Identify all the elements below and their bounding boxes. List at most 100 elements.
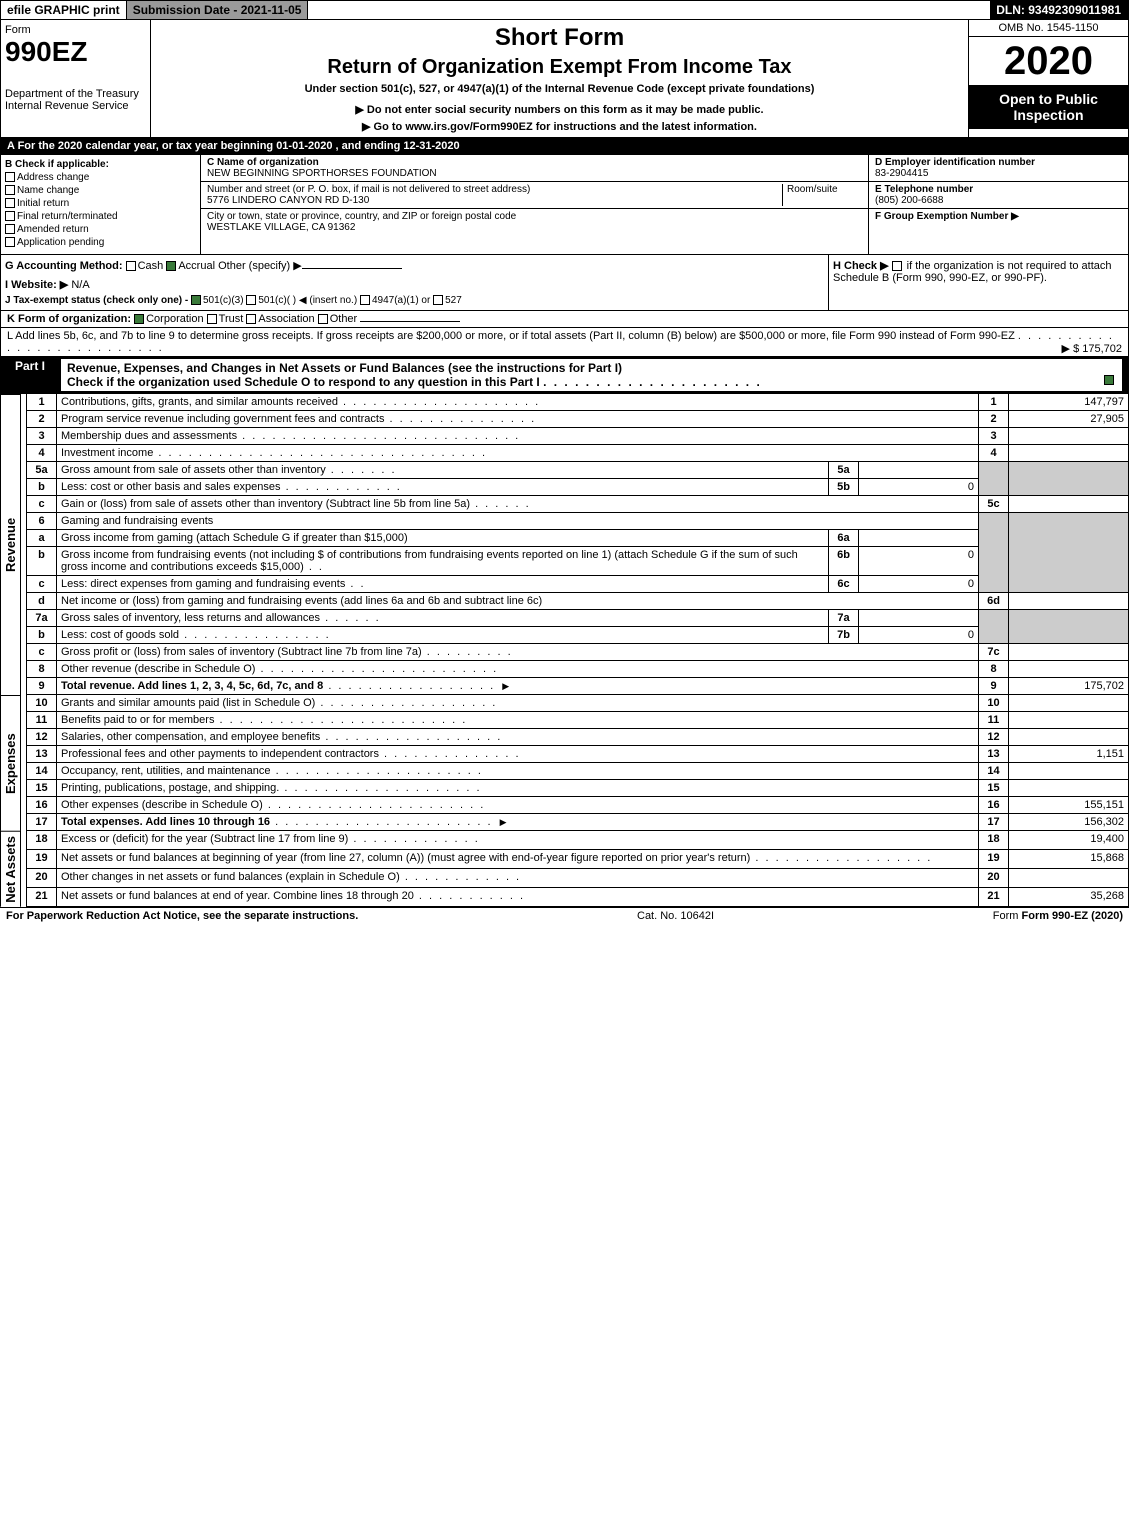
info-block: B Check if applicable: Address change Na… (0, 155, 1129, 255)
form-header: Form 990EZ Department of the Treasury In… (0, 20, 1129, 138)
line-5c: cGain or (loss) from sale of assets othe… (27, 496, 1129, 513)
accounting-website: G Accounting Method: Cash Accrual Other … (1, 255, 828, 310)
line-17: 17Total expenses. Add lines 10 through 1… (27, 814, 1129, 831)
revenue-section: Revenue 1Contributions, gifts, grants, a… (0, 394, 1129, 695)
check-schedule-o[interactable] (1104, 375, 1114, 385)
room-suite-label: Room/suite (782, 184, 862, 206)
j-row: J Tax-exempt status (check only one) - 5… (5, 295, 824, 306)
part1-sub: Check if the organization used Schedule … (67, 375, 540, 389)
check-accrual[interactable] (166, 261, 176, 271)
spacer (308, 1, 990, 19)
period-row: A For the 2020 calendar year, or tax yea… (0, 138, 1129, 155)
title-return: Return of Organization Exempt From Incom… (155, 56, 964, 79)
revenue-label: Revenue (0, 394, 21, 695)
check-4947[interactable] (360, 295, 370, 305)
line-15: 15Printing, publications, postage, and s… (27, 780, 1129, 797)
check-assoc[interactable] (246, 314, 256, 324)
check-initial-return[interactable]: Initial return (5, 198, 196, 209)
check-corp[interactable] (134, 314, 144, 324)
submission-date: Submission Date - 2021-11-05 (127, 1, 309, 19)
section-b: B Check if applicable: Address change Na… (1, 155, 201, 254)
l-text: L Add lines 5b, 6c, and 7b to line 9 to … (7, 330, 1015, 342)
c-addr-label: Number and street (or P. O. box, if mail… (207, 184, 782, 195)
top-bar: efile GRAPHIC print Submission Date - 20… (0, 0, 1129, 20)
under-section: Under section 501(c), 527, or 4947(a)(1)… (155, 83, 964, 95)
right-ids: D Employer identification number 83-2904… (868, 155, 1128, 254)
expenses-label: Expenses (0, 695, 21, 831)
check-527[interactable] (433, 295, 443, 305)
part1-tag: Part I (7, 359, 53, 391)
line-14: 14Occupancy, rent, utilities, and mainte… (27, 763, 1129, 780)
dln: DLN: 93492309011981 (990, 1, 1128, 19)
line-4: 4Investment income . . . . . . . . . . .… (27, 445, 1129, 462)
part1-title: Revenue, Expenses, and Changes in Net As… (67, 361, 622, 375)
header-right: OMB No. 1545-1150 2020 Open to Public In… (968, 20, 1128, 137)
line-1: 1Contributions, gifts, grants, and simil… (27, 394, 1129, 411)
f-group-label: F Group Exemption Number ▶ (875, 211, 1122, 222)
revenue-table: 1Contributions, gifts, grants, and simil… (26, 394, 1129, 695)
tax-year: 2020 (969, 37, 1128, 85)
section-c: C Name of organization NEW BEGINNING SPO… (201, 155, 868, 254)
line-6c: cLess: direct expenses from gaming and f… (27, 576, 1129, 593)
line-20: 20Other changes in net assets or fund ba… (27, 868, 1129, 887)
k-row: K Form of organization: Corporation Trus… (0, 311, 1129, 328)
netassets-section: Net Assets 18Excess or (deficit) for the… (0, 831, 1129, 907)
line-5b: bLess: cost or other basis and sales exp… (27, 479, 1129, 496)
check-amended[interactable]: Amended return (5, 224, 196, 235)
check-501c3[interactable] (191, 295, 201, 305)
netassets-table: 18Excess or (deficit) for the year (Subt… (26, 831, 1129, 907)
c-name-label: C Name of organization (207, 157, 862, 168)
check-501c[interactable] (246, 295, 256, 305)
check-final-return[interactable]: Final return/terminated (5, 211, 196, 222)
h-section: H Check ▶ if the organization is not req… (828, 255, 1128, 310)
other-org-input[interactable] (360, 321, 460, 322)
part1-header: Part I Revenue, Expenses, and Changes in… (0, 357, 1129, 394)
omb-number: OMB No. 1545-1150 (969, 20, 1128, 37)
header-left: Form 990EZ Department of the Treasury In… (1, 20, 151, 137)
check-name-change[interactable]: Name change (5, 185, 196, 196)
line-12: 12Salaries, other compensation, and empl… (27, 729, 1129, 746)
l-value: ▶ $ 175,702 (1062, 342, 1122, 355)
netassets-label: Net Assets (0, 831, 21, 907)
footer-mid: Cat. No. 10642I (637, 910, 714, 922)
other-method-input[interactable] (302, 268, 402, 269)
check-pending[interactable]: Application pending (5, 237, 196, 248)
line-10: 10Grants and similar amounts paid (list … (27, 695, 1129, 712)
ghijk-block: G Accounting Method: Cash Accrual Other … (0, 255, 1129, 311)
expenses-section: Expenses 10Grants and similar amounts pa… (0, 695, 1129, 831)
footer-left: For Paperwork Reduction Act Notice, see … (6, 910, 358, 922)
check-trust[interactable] (207, 314, 217, 324)
goto-irs: ▶ Go to www.irs.gov/Form990EZ for instru… (155, 120, 964, 133)
line-7a: 7aGross sales of inventory, less returns… (27, 610, 1129, 627)
line-8: 8Other revenue (describe in Schedule O) … (27, 661, 1129, 678)
line-6d: dNet income or (loss) from gaming and fu… (27, 593, 1129, 610)
ein-value: 83-2904415 (875, 168, 1122, 179)
irs-label: Internal Revenue Service (5, 100, 146, 112)
page-footer: For Paperwork Reduction Act Notice, see … (0, 907, 1129, 924)
g-row: G Accounting Method: Cash Accrual Other … (5, 259, 824, 272)
website-value: N/A (71, 279, 89, 291)
line-13: 13Professional fees and other payments t… (27, 746, 1129, 763)
expenses-table: 10Grants and similar amounts paid (list … (26, 695, 1129, 831)
title-short-form: Short Form (155, 24, 964, 52)
check-other-org[interactable] (318, 314, 328, 324)
line-3: 3Membership dues and assessments . . . .… (27, 428, 1129, 445)
line-19: 19Net assets or fund balances at beginni… (27, 849, 1129, 868)
footer-right: Form Form 990-EZ (2020) (993, 910, 1123, 922)
check-cash[interactable] (126, 261, 136, 271)
line-18: 18Excess or (deficit) for the year (Subt… (27, 831, 1129, 849)
header-center: Short Form Return of Organization Exempt… (151, 20, 968, 137)
line-2: 2Program service revenue including gover… (27, 411, 1129, 428)
line-7c: cGross profit or (loss) from sales of in… (27, 644, 1129, 661)
check-schedule-b[interactable] (892, 261, 902, 271)
line-11: 11Benefits paid to or for members . . . … (27, 712, 1129, 729)
line-7b: bLess: cost of goods sold . . . . . . . … (27, 627, 1129, 644)
check-address-change[interactable]: Address change (5, 172, 196, 183)
org-name: NEW BEGINNING SPORTHORSES FOUNDATION (207, 168, 862, 179)
org-address: 5776 LINDERO CANYON RD D-130 (207, 195, 782, 206)
e-phone-label: E Telephone number (875, 184, 1122, 195)
line-6b: bGross income from fundraising events (n… (27, 547, 1129, 576)
line-9: 9Total revenue. Add lines 1, 2, 3, 4, 5c… (27, 678, 1129, 695)
phone-value: (805) 200-6688 (875, 195, 1122, 206)
l-row: L Add lines 5b, 6c, and 7b to line 9 to … (0, 328, 1129, 357)
